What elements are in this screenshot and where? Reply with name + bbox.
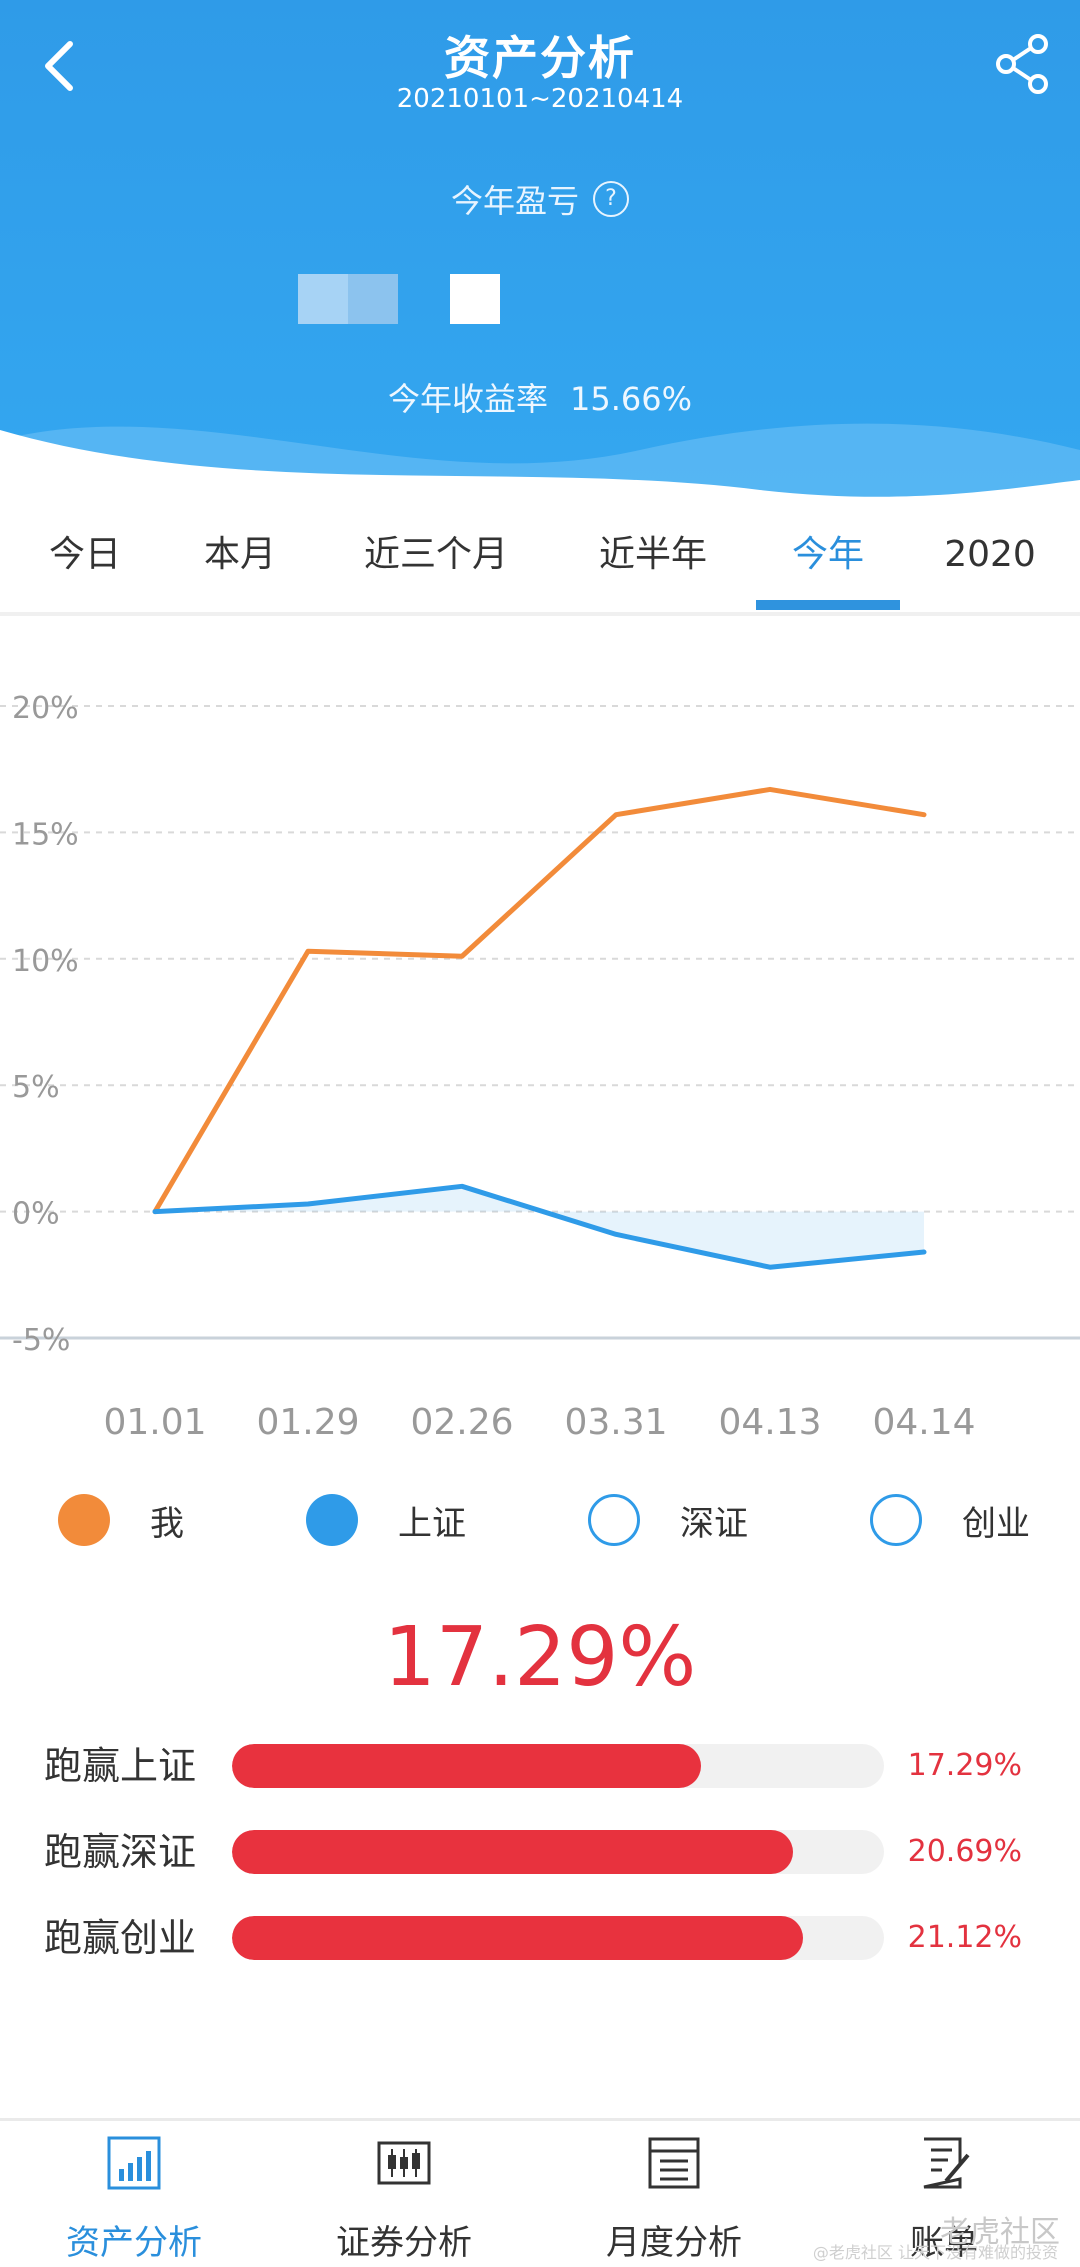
y-tick-label: 10% (12, 944, 79, 979)
nav-monthly-analysis[interactable]: 月度分析 (574, 2135, 774, 2265)
bottom-nav: 资产分析 证券分析 月度分析 账单 老虎社区 @老虎社区 让天下没有难 (0, 2118, 1080, 2267)
back-arrow-icon[interactable] (30, 30, 90, 100)
bar-fill (232, 1830, 793, 1874)
blue-ring-icon (870, 1494, 922, 1546)
tab-half-year[interactable]: 近半年 (598, 534, 707, 575)
tab-this-year[interactable]: 今年 (791, 534, 864, 575)
legend-item-shanghai[interactable]: 上证 (306, 1490, 466, 1550)
date-range: 20210101~20210414 (396, 84, 684, 114)
nav-asset-analysis[interactable]: 资产分析 (34, 2135, 234, 2265)
x-tick-label: 04.14 (872, 1402, 975, 1443)
bar-chart-icon (107, 2136, 161, 2190)
watermark-caption: @老虎社区 让天下没有难做的投资 (812, 2243, 1058, 2262)
bar-track (232, 1830, 884, 1874)
outperform-percent: 17.29% (383, 1610, 697, 1705)
masked-amount (348, 274, 398, 324)
tab-2020[interactable]: 2020 (944, 534, 1036, 575)
pnl-label: 今年盈亏 (450, 182, 579, 220)
chart-legend: 我 上证 深证 创业 (0, 1490, 1080, 1550)
nav-bill[interactable]: 账单 (844, 2135, 1044, 2265)
tab-this-month[interactable]: 本月 (203, 534, 276, 575)
nav-label: 资产分析 (66, 2223, 202, 2263)
bar-track (232, 1916, 884, 1960)
nav-securities-analysis[interactable]: 证券分析 (304, 2135, 504, 2265)
bar-fill (232, 1744, 702, 1788)
header: 资产分析 20210101~20210414 今年盈亏 ? 今年收益率 15.66… (0, 0, 1080, 500)
y-tick-label: 0% (12, 1197, 60, 1232)
x-tick-label: 04.13 (718, 1402, 821, 1443)
share-icon[interactable] (988, 28, 1058, 98)
legend-label: 上证 (398, 1503, 466, 1544)
page-title: 资产分析 (444, 31, 636, 85)
tab-today[interactable]: 今日 (48, 534, 121, 575)
tab-three-months[interactable]: 近三个月 (363, 534, 508, 575)
blue-ring-icon (588, 1494, 640, 1546)
bar-track (232, 1744, 884, 1788)
legend-label: 创业 (962, 1503, 1030, 1544)
legend-item-me[interactable]: 我 (58, 1490, 184, 1550)
outperform-row-shanghai: 跑赢上证 17.29% (0, 1736, 1080, 1796)
orange-dot-icon (58, 1494, 110, 1546)
y-tick-label: 20% (12, 691, 79, 726)
bill-edit-icon (923, 2137, 970, 2189)
x-tick-label: 01.01 (103, 1402, 206, 1443)
masked-amount (450, 274, 500, 324)
series-line-shanghai (152, 1183, 927, 1270)
y-tick-label: 5% (12, 1070, 60, 1105)
divider (0, 612, 1080, 616)
legend-label: 我 (150, 1503, 184, 1544)
bar-value: 20.69% (907, 1834, 1022, 1869)
pnl-label-row: 今年盈亏 ? (0, 176, 1080, 222)
x-tick-label: 02.26 (410, 1402, 513, 1443)
bar-label: 跑赢深证 (44, 1830, 197, 1874)
legend-item-shenzhen[interactable]: 深证 (588, 1490, 748, 1550)
y-tick-label: 15% (12, 817, 79, 852)
outperform-row-chinext: 跑赢创业 21.12% (0, 1908, 1080, 1968)
return-row: 今年收益率 15.66% (0, 374, 1080, 420)
calendar-icon (648, 2137, 700, 2189)
legend-item-chinext[interactable]: 创业 (870, 1490, 1030, 1550)
blue-dot-icon (306, 1494, 358, 1546)
shanghai-area (155, 1186, 924, 1268)
bar-value: 17.29% (907, 1748, 1022, 1783)
nav-label: 月度分析 (606, 2223, 742, 2263)
candlestick-icon (377, 2141, 431, 2185)
y-tick-label: -5% (12, 1323, 70, 1358)
active-tab-indicator (756, 600, 900, 610)
x-tick-label: 03.31 (564, 1402, 667, 1443)
period-tabs: 今日 本月 近三个月 近半年 今年 2020 (0, 510, 1080, 610)
bar-value: 21.12% (907, 1920, 1022, 1955)
series-line-me (152, 786, 927, 1215)
outperform-row-shenzhen: 跑赢深证 20.69% (0, 1822, 1080, 1882)
bar-label: 跑赢上证 (44, 1744, 197, 1788)
return-label: 今年收益率 (387, 380, 548, 418)
return-value: 15.66% (570, 380, 693, 418)
watermark: 老虎社区 (940, 2215, 1060, 2250)
header-wave (0, 423, 1080, 500)
bar-fill (232, 1916, 803, 1960)
nav-label: 账单 (910, 2223, 978, 2263)
help-icon[interactable]: ? (593, 181, 629, 217)
nav-label: 证券分析 (336, 2223, 472, 2263)
masked-amount (298, 274, 348, 324)
returns-line-chart: 20% 15% 10% 5% 0% -5% 01.01 01.29 02.26 03.31 04.1… (0, 691, 1080, 1443)
x-tick-label: 01.29 (256, 1402, 359, 1443)
legend-label: 深证 (680, 1503, 748, 1544)
bar-label: 跑赢创业 (44, 1916, 197, 1960)
